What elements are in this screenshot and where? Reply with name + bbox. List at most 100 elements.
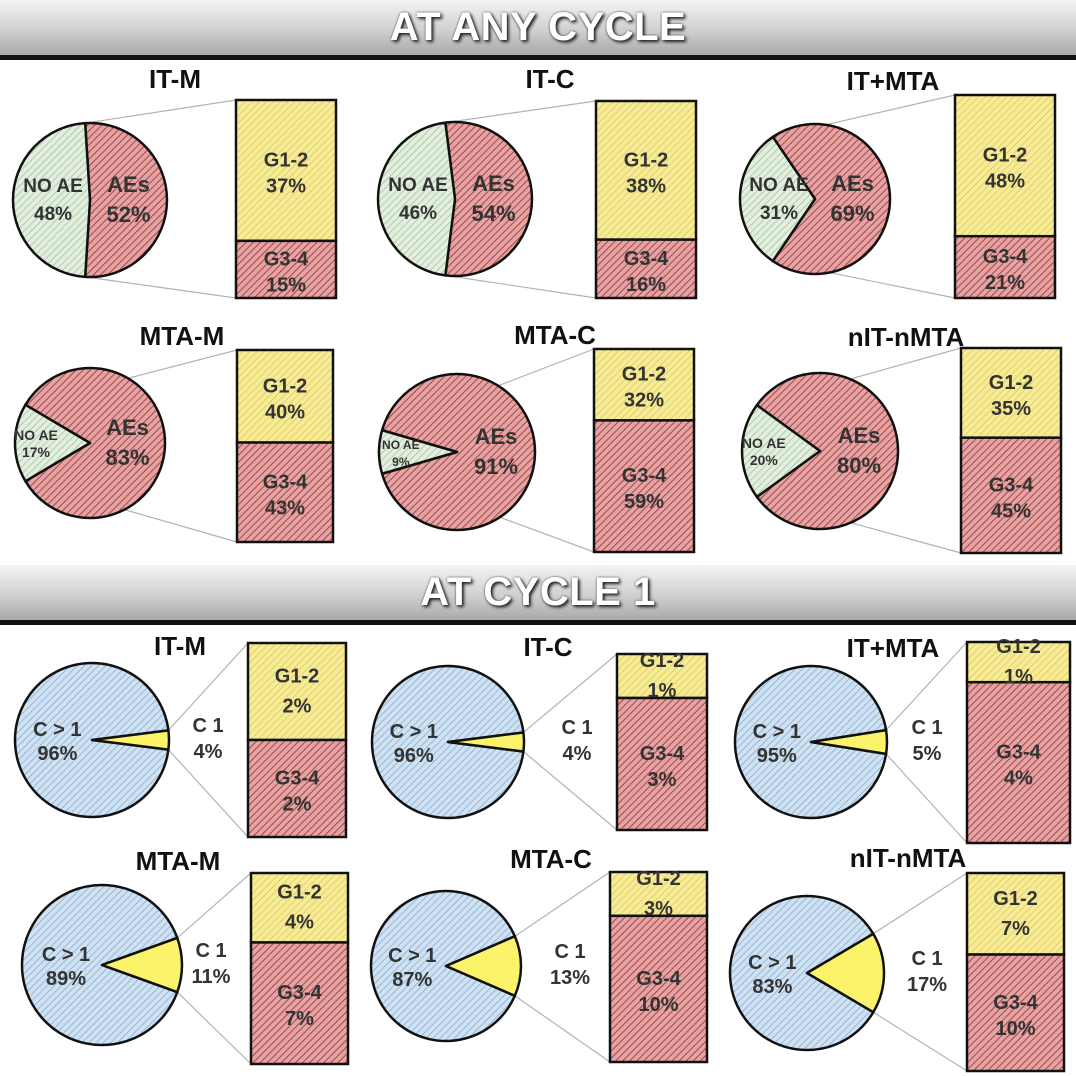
pie-value-c-1: 5% <box>913 743 942 765</box>
bar-segment-g3-4 <box>249 941 350 1066</box>
chart-title: MTA-C <box>510 844 592 874</box>
bar-label-g1-2: G1-2 <box>993 888 1037 910</box>
pie-slice-no-ae <box>738 135 817 263</box>
bar-value-g3-4: 15% <box>266 274 306 296</box>
bar-segment-g1-2 <box>234 98 338 243</box>
connector-line <box>445 274 597 299</box>
bar-value-g3-4: 43% <box>265 497 305 519</box>
bar-label-g3-4: G3-4 <box>989 474 1034 496</box>
pie-label-aes: AEs <box>831 171 874 196</box>
bar-label-g3-4: G3-4 <box>263 471 308 493</box>
connector-line <box>872 1011 968 1072</box>
pie-slice-c-gt-1 <box>369 889 517 1043</box>
bar-segment-g3-4 <box>246 738 348 839</box>
bar-segment-g1-2 <box>592 347 696 422</box>
bar-value-g3-4: 3% <box>648 769 677 791</box>
bar-segment-g1-2 <box>246 641 348 742</box>
pie-value-c-gt-1: 96% <box>37 743 77 765</box>
bar-segment-g1-2 <box>615 652 709 700</box>
pie-value-no-ae: 31% <box>760 203 798 224</box>
bar-label-g3-4: G3-4 <box>624 248 669 270</box>
bar-label-g1-2: G1-2 <box>263 375 307 397</box>
bar-value-g1-2: 35% <box>991 398 1031 420</box>
chart-title: IT-M <box>154 631 206 661</box>
pie-value-aes: 69% <box>830 201 874 226</box>
bar-label-g3-4: G3-4 <box>275 768 320 790</box>
pie-value-no-ae: 48% <box>34 204 72 225</box>
bar-value-g1-2: 1% <box>1004 666 1033 688</box>
connector-line <box>885 753 968 844</box>
bar-value-g3-4: 59% <box>624 491 664 513</box>
section-heading: AT CYCLE 1 <box>420 570 656 614</box>
bar-label-g3-4: G3-4 <box>636 968 681 990</box>
bar-segment-g3-4 <box>608 914 709 1064</box>
bar-value-g3-4: 21% <box>985 272 1025 294</box>
pie-slice-no-ae <box>740 403 822 499</box>
pie-slice-aes <box>771 122 892 276</box>
connector-line <box>85 99 237 124</box>
bar-value-g3-4: 2% <box>283 794 312 816</box>
pie-label-no-ae: NO AE <box>742 435 786 451</box>
bar-label-g1-2: G1-2 <box>622 364 666 386</box>
pie-slice-c-1 <box>805 932 886 1014</box>
pie-value-c-gt-1: 95% <box>757 745 797 767</box>
section-heading: AT ANY CYCLE <box>389 5 687 49</box>
pie-slice-aes <box>444 120 534 278</box>
pie-label-no-ae: NO AE <box>749 175 808 196</box>
pie-value-c-gt-1: 83% <box>752 976 792 998</box>
pie-value-aes: 52% <box>106 202 150 227</box>
pie-label-c-1: C 1 <box>195 940 226 962</box>
pie-slice-c-1 <box>809 728 889 756</box>
bar-segment-g1-2 <box>965 640 1072 684</box>
pie-label-c-1: C 1 <box>192 715 223 737</box>
bar-label-g1-2: G1-2 <box>983 145 1027 167</box>
pie-slice-aes <box>755 371 900 531</box>
pie-value-c-gt-1: 87% <box>392 969 432 991</box>
bar-segment-g3-4 <box>592 419 696 554</box>
pie-value-aes: 91% <box>474 454 518 479</box>
pie-label-c-gt-1: C > 1 <box>753 721 801 743</box>
bar-value-g1-2: 40% <box>265 401 305 423</box>
pie-label-c-1: C 1 <box>911 717 942 739</box>
pie-value-no-ae: 20% <box>750 452 779 468</box>
connector-line <box>167 749 249 838</box>
pie-label-no-ae: NO AE <box>14 427 58 443</box>
pie-label-c-gt-1: C > 1 <box>388 945 436 967</box>
bar-segment-g3-4 <box>234 239 338 300</box>
chart-title: MTA-M <box>136 846 221 876</box>
chart-title: IT+MTA <box>847 66 940 96</box>
connector-line <box>523 653 618 733</box>
pie-slice-c-gt-1 <box>20 883 179 1047</box>
pie-value-aes: 83% <box>105 445 149 470</box>
pie-value-c-1: 13% <box>550 967 590 989</box>
pie-label-no-ae: NO AE <box>382 438 420 452</box>
pie-label-aes: AEs <box>475 424 518 449</box>
chart-title: IT-C <box>525 64 574 94</box>
bar-label-g3-4: G3-4 <box>993 992 1038 1014</box>
bar-value-g1-2: 38% <box>626 175 666 197</box>
pie-label-c-1: C 1 <box>554 941 585 963</box>
bar-value-g3-4: 4% <box>1004 768 1033 790</box>
bar-segment-g3-4 <box>615 696 709 832</box>
bar-label-g1-2: G1-2 <box>989 372 1033 394</box>
pie-label-c-gt-1: C > 1 <box>390 721 438 743</box>
pie-slice-no-ae <box>376 121 457 277</box>
connector-line <box>176 991 252 1065</box>
bar-label-g3-4: G3-4 <box>277 982 322 1004</box>
connector-line <box>85 276 237 299</box>
bar-label-g3-4: G3-4 <box>640 743 685 765</box>
pie-value-c-1: 4% <box>194 741 223 763</box>
chart-title: MTA-C <box>514 320 596 350</box>
bar-segment-g3-4 <box>235 441 335 544</box>
bar-segment-g1-2 <box>965 871 1066 956</box>
bar-label-g1-2: G1-2 <box>640 650 684 672</box>
pie-slice-c-1 <box>90 729 171 751</box>
pie-value-aes: 80% <box>837 453 881 478</box>
pie-value-aes: 54% <box>471 201 515 226</box>
pie-value-no-ae: 17% <box>22 444 51 460</box>
bar-value-g1-2: 2% <box>283 696 312 718</box>
bar-value-g1-2: 32% <box>624 390 664 412</box>
bar-value-g3-4: 7% <box>285 1008 314 1030</box>
pie-label-c-1: C 1 <box>911 948 942 970</box>
